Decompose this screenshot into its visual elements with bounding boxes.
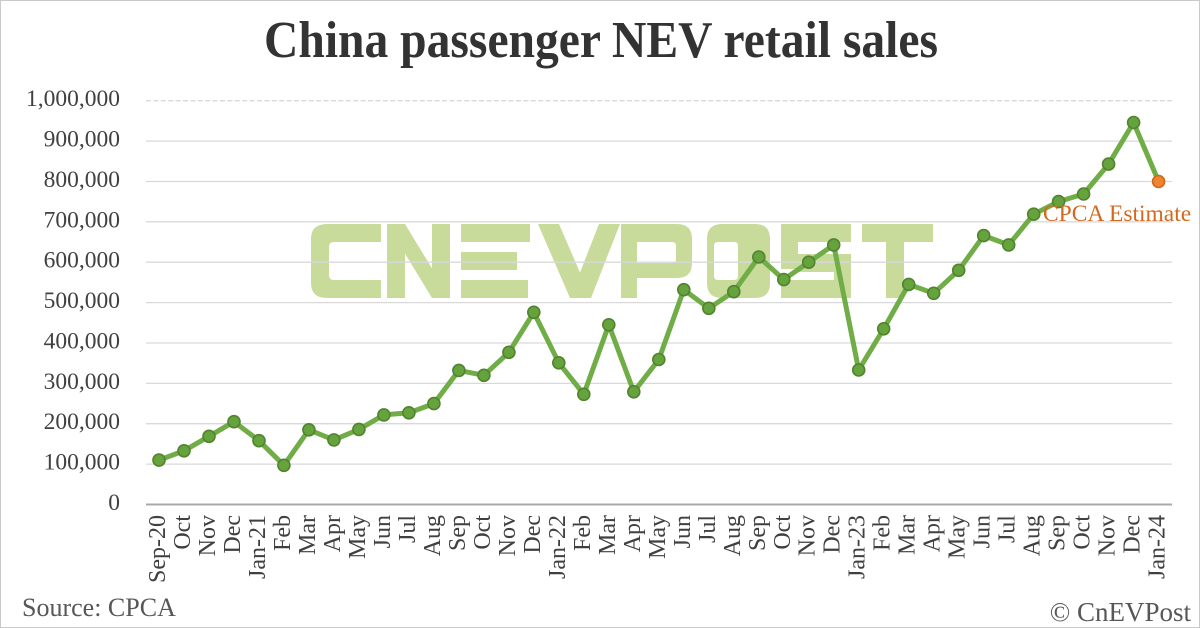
svg-text:Aug: Aug [420, 515, 446, 556]
svg-text:Jul: Jul [995, 515, 1021, 543]
svg-text:Jan-21: Jan-21 [245, 515, 271, 579]
svg-text:Dec: Dec [520, 515, 546, 554]
svg-text:Jul: Jul [395, 515, 421, 543]
svg-text:0: 0 [108, 490, 120, 516]
svg-text:Apr: Apr [920, 515, 946, 552]
svg-text:Nov: Nov [195, 515, 221, 556]
svg-text:200,000: 200,000 [44, 409, 120, 435]
svg-text:Sep: Sep [445, 515, 471, 551]
svg-text:Nov: Nov [795, 515, 821, 556]
svg-text:Oct: Oct [170, 515, 196, 550]
svg-text:Sep: Sep [1045, 515, 1071, 551]
svg-text:Jul: Jul [695, 515, 721, 543]
svg-text:CPCA Estimate: CPCA Estimate [1043, 201, 1191, 227]
svg-text:Mar: Mar [295, 515, 321, 555]
svg-text:May: May [945, 515, 971, 559]
svg-text:Jun: Jun [370, 515, 396, 548]
svg-text:Jun: Jun [670, 515, 696, 548]
svg-text:Mar: Mar [895, 515, 921, 555]
svg-text:Oct: Oct [470, 515, 496, 550]
svg-text:Nov: Nov [1095, 515, 1121, 556]
svg-text:Jan-24: Jan-24 [1145, 515, 1171, 579]
svg-text:Sep: Sep [745, 515, 771, 551]
svg-text:Jun: Jun [970, 515, 996, 548]
svg-text:600,000: 600,000 [44, 248, 120, 274]
svg-text:700,000: 700,000 [44, 207, 120, 233]
svg-text:Sep-20: Sep-20 [145, 515, 171, 583]
svg-text:© CnEVPost: © CnEVPost [1050, 597, 1192, 627]
svg-text:Feb: Feb [570, 515, 596, 551]
svg-text:300,000: 300,000 [44, 369, 120, 395]
svg-text:1,000,000: 1,000,000 [26, 86, 120, 112]
svg-text:400,000: 400,000 [44, 329, 120, 355]
svg-text:Mar: Mar [595, 515, 621, 555]
svg-text:Aug: Aug [1020, 515, 1046, 556]
svg-text:Apr: Apr [320, 515, 346, 552]
svg-text:Jan-22: Jan-22 [545, 515, 571, 579]
svg-text:Dec: Dec [820, 515, 846, 554]
svg-text:800,000: 800,000 [44, 167, 120, 193]
svg-text:Apr: Apr [620, 515, 646, 552]
svg-text:Feb: Feb [270, 515, 296, 551]
svg-text:500,000: 500,000 [44, 288, 120, 314]
svg-text:Feb: Feb [870, 515, 896, 551]
svg-text:China passenger NEV retail sal: China passenger NEV retail sales [264, 11, 938, 68]
svg-text:100,000: 100,000 [44, 450, 120, 476]
svg-text:Dec: Dec [220, 515, 246, 554]
svg-text:Oct: Oct [1070, 515, 1096, 550]
svg-text:Dec: Dec [1120, 515, 1146, 554]
svg-text:Nov: Nov [495, 515, 521, 556]
svg-text:900,000: 900,000 [44, 127, 120, 153]
svg-text:Source: CPCA: Source: CPCA [22, 593, 176, 622]
svg-text:Jan-23: Jan-23 [845, 515, 871, 579]
svg-text:Oct: Oct [770, 515, 796, 550]
svg-text:May: May [645, 515, 671, 559]
svg-text:May: May [345, 515, 371, 559]
svg-text:Aug: Aug [720, 515, 746, 556]
